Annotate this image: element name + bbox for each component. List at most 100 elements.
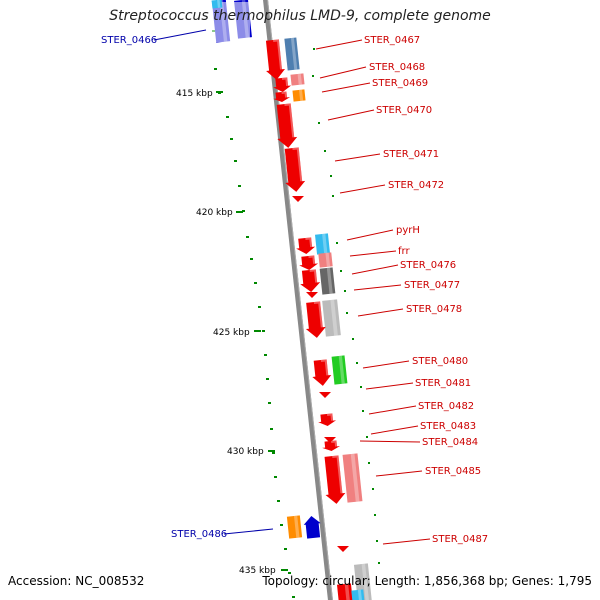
scale-tick (280, 524, 283, 526)
gene-arrow (303, 516, 321, 539)
label-connector (362, 360, 410, 369)
scale-tick (284, 548, 287, 550)
gene-arrow (322, 440, 341, 451)
label-connector (223, 528, 274, 535)
kbp-label: 420 kbp (196, 208, 233, 218)
gene-label: STER_0485 (425, 466, 481, 477)
gene-box (336, 583, 354, 600)
scale-tick (226, 116, 229, 118)
scale-tick (336, 242, 338, 244)
gene-arrow (319, 392, 331, 398)
gene-arrow (273, 77, 292, 92)
scale-tick (250, 258, 253, 260)
scale-tick (274, 476, 277, 478)
scale-tick (242, 210, 245, 212)
label-connectors (153, 29, 431, 545)
accession-text: Accession: NC_008532 (8, 574, 145, 588)
label-connector (334, 153, 381, 162)
gene-label: STER_0468 (369, 62, 425, 73)
scale-tick (266, 378, 269, 380)
label-connector (365, 382, 414, 390)
gene-arrow (306, 292, 318, 298)
label-connector (327, 109, 375, 121)
scale-tick (214, 68, 217, 70)
gene-arrow (284, 147, 306, 192)
gene-box (318, 252, 333, 268)
gene-label: STER_0476 (400, 260, 456, 271)
gene-arrow (265, 39, 285, 80)
label-connector (368, 405, 417, 415)
gene-arrow (296, 237, 316, 254)
gene-box (290, 73, 305, 86)
scale-tick (277, 500, 280, 502)
gene-arrow (324, 437, 336, 443)
label-connector (315, 39, 363, 50)
gene-box (292, 89, 306, 102)
gene-label: STER_0487 (432, 534, 488, 545)
gene-box (211, 0, 223, 9)
scale-tick (246, 236, 249, 238)
gene-box (286, 515, 303, 539)
scale-tick (340, 270, 342, 272)
gene-label: STER_0469 (372, 78, 428, 89)
scale-tick (230, 138, 233, 140)
gene-arrow (312, 359, 332, 386)
gene-box (342, 453, 363, 503)
label-connector (349, 250, 397, 257)
scale-tick (234, 160, 237, 162)
map-title: Streptococcus thermophilus LMD-9, comple… (109, 8, 491, 24)
label-connector (153, 29, 207, 41)
scale-tick (268, 402, 271, 404)
label-connector (351, 264, 399, 275)
topology-text: Topology: circular; Length: 1,856,368 bp… (262, 574, 592, 588)
gene-label: STER_0477 (404, 280, 460, 291)
gene-label: STER_0472 (388, 180, 444, 191)
scale-tick (362, 410, 364, 412)
scale-tick (378, 562, 380, 564)
scale-tick (272, 452, 275, 454)
label-connector (359, 440, 421, 443)
gene-box (351, 589, 365, 600)
scale-tick (238, 185, 241, 187)
gene-arrow (299, 255, 319, 270)
scale-tick (264, 354, 267, 356)
gene-arrow (300, 269, 321, 292)
gene-label: STER_0483 (420, 421, 476, 432)
gene-box (319, 267, 336, 295)
gene-box (314, 233, 331, 255)
gene-label: STER_0486 (171, 529, 227, 540)
kbp-tick (268, 450, 275, 452)
label-connector (370, 425, 419, 435)
gene-label: STER_0480 (412, 356, 468, 367)
scale-tick (344, 290, 346, 292)
scale-tick (270, 428, 273, 430)
scale-tick (368, 462, 370, 464)
label-connector (357, 308, 404, 317)
scale-tick (324, 150, 326, 152)
gene-label: STER_0471 (383, 149, 439, 160)
gene-label: STER_0481 (415, 378, 471, 389)
label-connector (319, 66, 367, 79)
gene-label: STER_0482 (418, 401, 474, 412)
gene-box (331, 355, 348, 385)
gene-arrow (318, 413, 337, 426)
scale-tick (288, 572, 291, 574)
kbp-tick (281, 569, 288, 571)
gene-arrow (273, 91, 291, 102)
gene-arrow (337, 546, 349, 552)
scale-tick (372, 488, 374, 490)
scale-tick (376, 540, 378, 542)
label-connector (321, 82, 371, 93)
scale-tick (262, 330, 265, 332)
scale-tick (374, 514, 376, 516)
gene-labels: STER_0466 STER_0467 STER_0468 STER_0469 STER… (101, 35, 488, 545)
gene-label: STER_0478 (406, 304, 462, 315)
kbp-labels: 415 kbp 420 kbp 425 kbp 430 kbp 435 kbp (176, 89, 276, 576)
kbp-tick (236, 211, 243, 213)
scale-tick (360, 386, 362, 388)
gene-box (322, 299, 341, 337)
scale-tick (318, 122, 320, 124)
scale-ticks (212, 0, 380, 598)
label-connector (375, 470, 423, 477)
